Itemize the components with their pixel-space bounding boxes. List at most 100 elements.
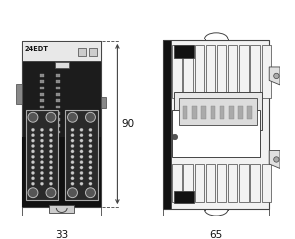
Circle shape xyxy=(89,161,92,164)
Bar xyxy=(206,164,215,202)
Circle shape xyxy=(89,144,92,148)
Polygon shape xyxy=(269,67,280,85)
Circle shape xyxy=(89,150,92,153)
Circle shape xyxy=(40,171,44,174)
Bar xyxy=(217,44,226,98)
Bar xyxy=(201,107,206,119)
Bar xyxy=(238,107,243,119)
Circle shape xyxy=(71,134,74,137)
Circle shape xyxy=(89,134,92,137)
Circle shape xyxy=(40,177,44,180)
Bar xyxy=(56,125,60,127)
Bar xyxy=(183,44,193,98)
Bar xyxy=(239,164,249,202)
Circle shape xyxy=(86,188,95,198)
Bar xyxy=(16,84,22,104)
Circle shape xyxy=(31,182,35,185)
Circle shape xyxy=(49,134,53,137)
Bar xyxy=(195,164,204,202)
Bar xyxy=(40,81,44,83)
Bar xyxy=(56,131,60,133)
Circle shape xyxy=(71,177,74,180)
Circle shape xyxy=(31,128,35,131)
Bar xyxy=(56,87,60,89)
Circle shape xyxy=(40,155,44,158)
Circle shape xyxy=(89,155,92,158)
Bar xyxy=(65,110,98,200)
Circle shape xyxy=(49,177,53,180)
Circle shape xyxy=(89,166,92,169)
Circle shape xyxy=(80,150,83,153)
Circle shape xyxy=(71,128,74,131)
Circle shape xyxy=(89,139,92,142)
Bar xyxy=(262,44,271,98)
Circle shape xyxy=(71,155,74,158)
Circle shape xyxy=(40,150,44,153)
Circle shape xyxy=(71,150,74,153)
Bar xyxy=(40,93,44,96)
Bar xyxy=(174,45,194,58)
Circle shape xyxy=(71,171,74,174)
Bar xyxy=(172,164,182,202)
Circle shape xyxy=(80,177,83,180)
Bar xyxy=(78,48,86,56)
Circle shape xyxy=(71,144,74,148)
Bar xyxy=(172,44,182,98)
Circle shape xyxy=(31,155,35,158)
Circle shape xyxy=(71,161,74,164)
Circle shape xyxy=(40,182,44,185)
Circle shape xyxy=(40,166,44,169)
Bar xyxy=(183,107,187,119)
Circle shape xyxy=(31,150,35,153)
Circle shape xyxy=(49,144,53,148)
Circle shape xyxy=(80,171,83,174)
Circle shape xyxy=(28,188,38,198)
Bar xyxy=(211,107,215,119)
Circle shape xyxy=(31,171,35,174)
Circle shape xyxy=(80,128,83,131)
Bar xyxy=(56,112,60,114)
Polygon shape xyxy=(269,151,280,168)
Circle shape xyxy=(49,128,53,131)
Text: 33: 33 xyxy=(55,229,68,239)
Circle shape xyxy=(71,166,74,169)
Circle shape xyxy=(89,171,92,174)
Bar xyxy=(40,87,44,89)
Circle shape xyxy=(31,144,35,148)
Bar xyxy=(89,48,97,56)
Circle shape xyxy=(80,182,83,185)
Bar xyxy=(228,44,237,98)
Circle shape xyxy=(80,139,83,142)
Bar xyxy=(239,44,249,98)
Bar xyxy=(195,44,204,98)
Circle shape xyxy=(89,182,92,185)
Circle shape xyxy=(46,112,56,122)
Circle shape xyxy=(172,134,178,140)
Bar xyxy=(183,164,193,202)
Circle shape xyxy=(40,144,44,148)
Bar xyxy=(250,164,260,202)
Bar xyxy=(228,164,237,202)
Bar xyxy=(49,205,74,213)
Bar xyxy=(40,125,44,127)
Bar xyxy=(40,99,44,102)
Bar xyxy=(56,118,60,121)
Bar xyxy=(174,92,262,130)
Circle shape xyxy=(31,166,35,169)
Circle shape xyxy=(46,188,56,198)
Bar xyxy=(56,74,60,77)
Bar xyxy=(22,41,101,61)
Circle shape xyxy=(31,134,35,137)
Bar xyxy=(56,81,60,83)
Bar xyxy=(56,93,60,96)
Bar xyxy=(55,62,69,68)
Circle shape xyxy=(49,166,53,169)
Text: 65: 65 xyxy=(209,229,223,239)
Circle shape xyxy=(274,73,279,79)
Circle shape xyxy=(71,139,74,142)
Bar xyxy=(163,40,171,209)
Bar xyxy=(179,98,257,125)
Bar xyxy=(206,44,215,98)
Bar xyxy=(26,110,58,200)
Circle shape xyxy=(40,134,44,137)
